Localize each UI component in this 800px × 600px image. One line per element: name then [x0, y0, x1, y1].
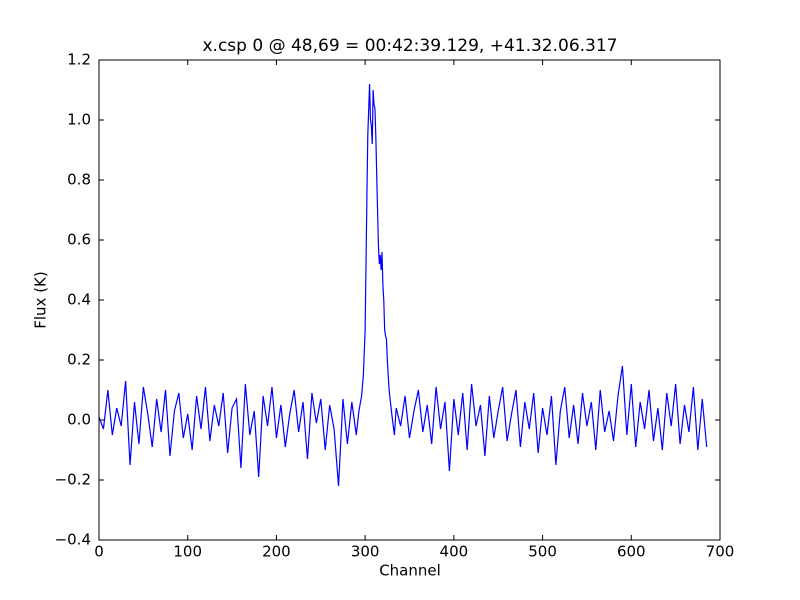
x-tick-label: 700 — [706, 543, 735, 561]
plot-frame — [98, 59, 721, 541]
y-tick-label: 0.4 — [67, 291, 91, 309]
x-tick-label: 500 — [528, 543, 557, 561]
x-tick-label: 600 — [617, 543, 646, 561]
chart-title: x.csp 0 @ 48,69 = 00:42:39.129, +41.32.0… — [202, 36, 617, 56]
y-tick-label: 0.2 — [67, 351, 91, 369]
x-tick-label: 400 — [440, 543, 469, 561]
y-tick-label: 1.0 — [67, 111, 91, 129]
x-tick-label: 300 — [351, 543, 380, 561]
data-line — [98, 83, 708, 487]
y-tick-label: 0.0 — [67, 411, 91, 429]
y-tick-label: 1.2 — [67, 51, 91, 69]
y-tick-label: −0.4 — [55, 531, 91, 549]
y-axis-label: Flux (K) — [32, 271, 50, 329]
x-tick-label: 100 — [173, 543, 202, 561]
y-tick-label: 0.8 — [67, 171, 91, 189]
y-tick-label: −0.2 — [55, 471, 91, 489]
x-tick-label: 0 — [94, 543, 104, 561]
x-tick-label: 200 — [262, 543, 291, 561]
x-axis-label: Channel — [379, 562, 441, 580]
y-tick-label: 0.6 — [67, 231, 91, 249]
